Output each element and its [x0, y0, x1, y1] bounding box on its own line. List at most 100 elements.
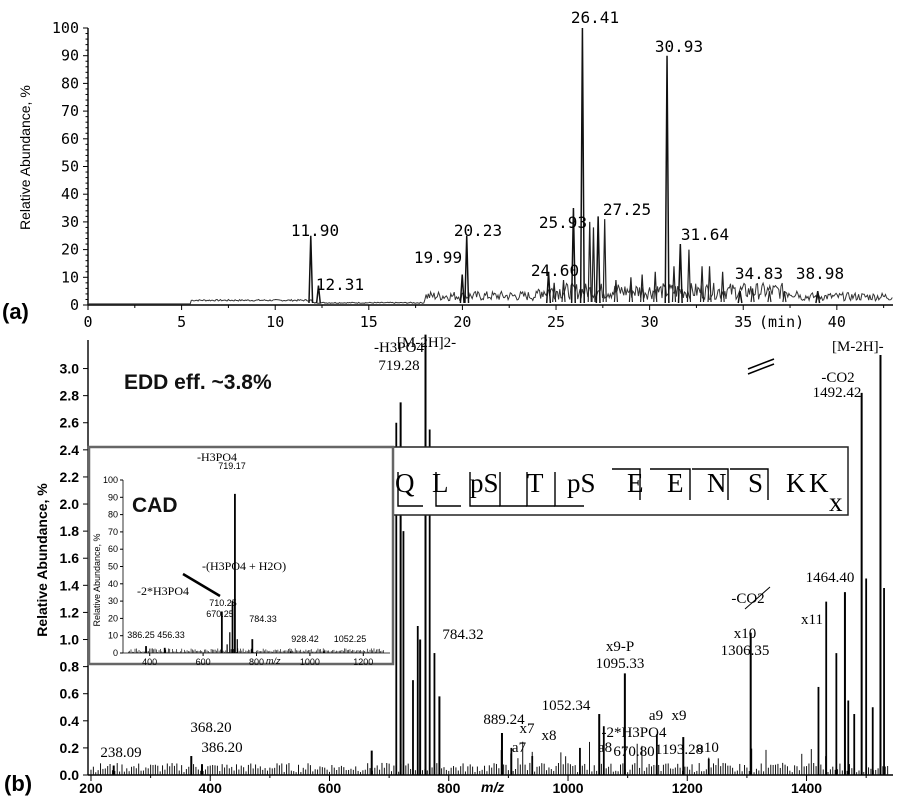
ms-spectrum-panel: (b) Relative Abundance, % m/z EDD eff. ~…	[4, 334, 893, 796]
chromatogram-minor-peak	[613, 280, 619, 303]
chromatogram-minor-peak	[561, 280, 566, 303]
chromatogram-peak	[315, 285, 322, 304]
chromatogram-peak	[595, 216, 601, 304]
chromatogram-x-tick-label: 15	[360, 313, 378, 331]
spectrum-y-tick-label: 1.4	[60, 577, 80, 593]
chromatogram-peak-label: 11.90	[291, 221, 339, 240]
spectrum-peak-label: 719.28	[378, 358, 419, 374]
chromatogram-peak-label: 24.60	[531, 261, 579, 280]
x-ion-bracket	[692, 468, 729, 500]
chromatogram-peak-label: 20.23	[454, 221, 502, 240]
chromatogram-minor-peak	[767, 291, 772, 303]
chromatogram-peak	[545, 271, 552, 304]
chromatogram-x-tick-label: 25	[547, 313, 565, 331]
sequence-residue: pS	[567, 468, 596, 498]
chromatogram-peak-label: 26.41	[571, 8, 619, 27]
fragment-ion-label: x7	[520, 721, 536, 737]
chromatogram-minor-peak	[640, 274, 645, 303]
spectrum-peak-label: 1492.42	[813, 385, 862, 401]
a-ion-bracket	[469, 472, 500, 507]
chromatogram-x-tick-label: 10	[266, 313, 284, 331]
inset-peak-label: 456.33	[157, 630, 185, 640]
chromatogram-minor-peak	[552, 282, 557, 303]
spectrum-peak-label: 238.09	[100, 745, 141, 761]
fragment-ion-label: x8	[542, 728, 557, 744]
chromatogram-peak	[570, 208, 576, 304]
chromatogram-peak-label: 25.93	[539, 213, 587, 232]
inset-leader-line	[182, 572, 221, 598]
x-ion-bracket	[612, 468, 641, 500]
spectrum-y-tick-label: 2.0	[60, 496, 80, 512]
inset-peak-label: 670.25	[206, 609, 234, 619]
fragment-ion-label: a9	[649, 708, 663, 724]
chromatogram-minor-peak	[720, 271, 725, 303]
spectrum-peak-label: 1306.35	[721, 643, 770, 659]
spectrum-x-tick-label: 1200	[672, 780, 703, 796]
spectrum-peak-label: 1095.33	[596, 656, 645, 672]
chromatogram-minor-peak	[628, 277, 634, 303]
panel-a-label: (a)	[2, 299, 29, 324]
chromatogram-y-tick-label: 70	[61, 102, 79, 120]
sequence-residue: pS	[470, 468, 499, 498]
spectrum-y-tick-label: 3.0	[60, 361, 80, 377]
inset-y-tick-label: 10	[108, 631, 118, 641]
chromatogram-minor-peak	[782, 291, 787, 303]
chromatogram-x-tick-label: 40	[828, 313, 846, 331]
inset-peak-label: 386.25	[127, 630, 155, 640]
inset-peak-annotation: -(H3PO4 + H2O)	[202, 559, 286, 573]
inset-y-tick-label: 0	[113, 648, 118, 658]
spectrum-y-tick-label: 2.4	[60, 442, 80, 458]
chromatogram-peak-label: 34.83	[735, 264, 783, 283]
fragment-ion-label: a8	[598, 740, 612, 756]
spectrum-x-tick-label: 600	[318, 780, 342, 796]
chromatogram-minor-peak	[602, 219, 607, 303]
spectrum-peak-annotation: [M-2H]2-	[397, 335, 456, 351]
spectrum-peak-annotation: [M-2H]-	[832, 339, 884, 355]
a-ion-bracket	[499, 472, 527, 507]
chromatogram-peak	[308, 235, 314, 304]
chromatogram-y-axis-title: Relative Abundance, %	[17, 85, 33, 230]
inset-x-tick-label: 400	[142, 657, 157, 667]
inset-y-tick-label: 20	[108, 613, 118, 623]
chromatogram-minor-peak	[591, 227, 596, 303]
chromatogram-minor-peak	[671, 266, 677, 303]
spectrum-peak-label: 1193.28	[655, 742, 703, 758]
inset-x-tick-label: 1200	[353, 657, 373, 667]
spectrum-peak-label: 368.20	[190, 720, 231, 736]
inset-y-tick-label: 30	[108, 596, 118, 606]
sequence-residue: Q	[395, 468, 415, 498]
a-ion-bracket	[554, 472, 584, 507]
sequence-frame	[339, 446, 849, 516]
spectrum-y-tick-label: 0.4	[60, 713, 80, 729]
spectrum-x-tick-label: 200	[79, 780, 103, 796]
spectrum-peak-annotation: -CO2	[821, 370, 854, 386]
inset-peak-label: 710.25	[209, 598, 237, 608]
chromatogram-y-tick-label: 60	[61, 130, 79, 148]
sequence-residue: N	[707, 468, 727, 498]
sequence-residue: E	[627, 468, 644, 498]
chromatogram-peak-label: 27.25	[603, 200, 651, 219]
inset-y-tick-label: 80	[108, 510, 118, 520]
chromatogram-y-tick-label: 90	[61, 47, 79, 65]
spectrum-peak-label: 1464.40	[806, 570, 855, 586]
panel-b-label: (b)	[4, 771, 32, 796]
chromatogram-panel: (a) Relative Abundance, % (min) 0 5 10 15 20…	[2, 8, 893, 331]
spectrum-x-axis-title: m/z	[481, 779, 504, 795]
spectrum-peak-annotation: x10	[734, 626, 757, 642]
axis-break-mark	[747, 363, 775, 375]
sequence-residue: K	[809, 468, 829, 498]
spectrum-x-tick-label: 1000	[552, 780, 583, 796]
spectrum-peak-annotation: x9-P	[606, 639, 634, 655]
a-ion-bracket	[435, 472, 461, 507]
chromatogram-x-tick-label: 20	[453, 313, 471, 331]
spectrum-x-tick-label: 800	[437, 780, 461, 796]
spectrum-y-tick-label: 2.8	[60, 388, 80, 404]
chromatogram-peak	[464, 235, 470, 304]
chromatogram-y-tick-label: 20	[61, 241, 79, 259]
cad-inset-spectrum: CAD Relative Abundance, % m/z 400 600 800 1…	[87, 445, 395, 667]
inset-y-tick-label: 70	[108, 527, 118, 537]
inset-peak-label: 719.17	[218, 461, 246, 471]
inset-frame	[87, 445, 395, 666]
spectrum-y-tick-label: 2.2	[60, 469, 80, 485]
inset-peak-label: 928.42	[291, 634, 319, 644]
